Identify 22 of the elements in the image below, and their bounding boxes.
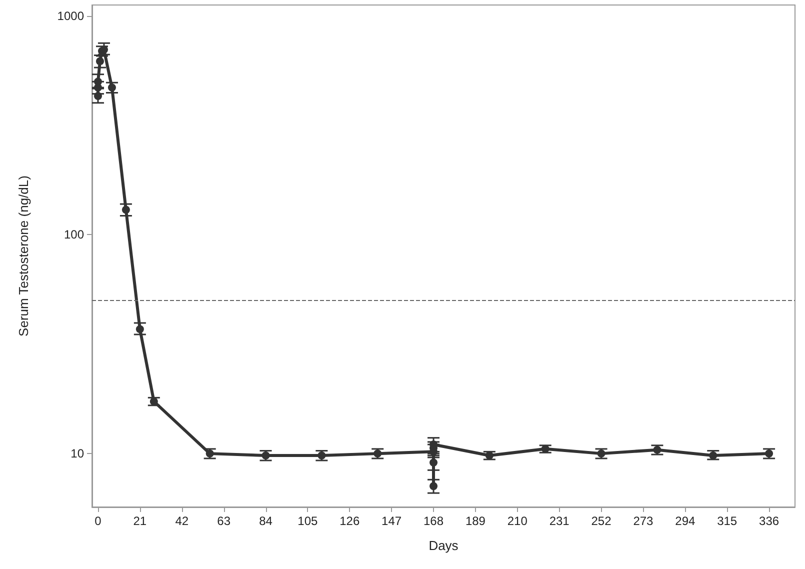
x-tick-label: 315 — [717, 514, 738, 528]
x-tick-label: 63 — [217, 514, 231, 528]
x-tick-label: 336 — [759, 514, 780, 528]
x-tick-label: 84 — [259, 514, 273, 528]
x-tick-label: 168 — [424, 514, 444, 528]
x-tick-label: 210 — [507, 514, 528, 528]
x-tick-label: 0 — [94, 514, 102, 528]
x-tick-label: 147 — [382, 514, 402, 528]
x-tick-label: 231 — [549, 514, 570, 528]
x-axis-title: Days — [428, 538, 459, 553]
y-tick-label: 100 — [64, 228, 84, 242]
x-tick-label: 189 — [465, 514, 486, 528]
x-tick-label: 21 — [133, 514, 147, 528]
y-axis-title: Serum Testosterone (ng/dL) — [16, 176, 31, 336]
x-tick-label: 105 — [298, 514, 318, 528]
x-tick-label: 273 — [633, 514, 654, 528]
x-tick-label: 42 — [175, 514, 189, 528]
x-tick-label: 126 — [340, 514, 360, 528]
y-tick-label: 10 — [70, 446, 84, 461]
x-tick-label: 252 — [591, 514, 612, 528]
x-tick-label: 294 — [675, 514, 696, 528]
y-tick-label: 1000 — [57, 8, 84, 23]
